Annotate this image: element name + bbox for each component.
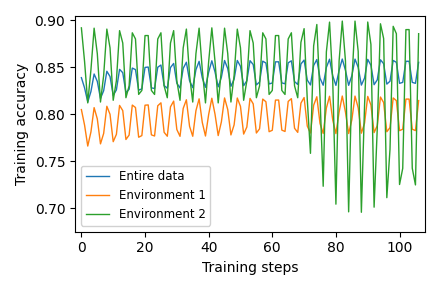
Environment 1 xyxy=(340,94,345,98)
Entire data xyxy=(79,76,84,79)
Entire data xyxy=(184,61,189,64)
Environment 2 xyxy=(352,19,358,23)
Line: Environment 1: Environment 1 xyxy=(81,96,418,146)
Entire data xyxy=(337,69,342,72)
Environment 2 xyxy=(416,32,421,35)
Environment 1 xyxy=(79,108,84,111)
Environment 2 xyxy=(317,95,323,99)
Environment 2 xyxy=(400,166,405,170)
Environment 2 xyxy=(180,46,186,50)
Environment 2 xyxy=(359,211,364,214)
Environment 1 xyxy=(356,106,361,110)
Environment 1 xyxy=(337,110,342,114)
Environment 2 xyxy=(340,19,345,23)
Environment 1 xyxy=(400,128,405,131)
Environment 2 xyxy=(333,202,338,206)
Environment 1 xyxy=(184,98,189,102)
Entire data xyxy=(416,61,421,64)
X-axis label: Training steps: Training steps xyxy=(202,261,298,275)
Entire data xyxy=(85,100,90,104)
Line: Environment 2: Environment 2 xyxy=(81,21,418,212)
Entire data xyxy=(340,57,345,61)
Environment 2 xyxy=(384,196,389,200)
Environment 1 xyxy=(321,132,326,135)
Line: Entire data: Entire data xyxy=(81,59,418,102)
Environment 1 xyxy=(384,130,389,133)
Environment 2 xyxy=(79,26,84,30)
Entire data xyxy=(384,82,389,86)
Entire data xyxy=(400,81,405,84)
Y-axis label: Training accuracy: Training accuracy xyxy=(15,63,29,185)
Environment 1 xyxy=(85,144,90,148)
Entire data xyxy=(356,66,361,69)
Environment 1 xyxy=(416,99,421,102)
Legend: Entire data, Environment 1, Environment 2: Entire data, Environment 1, Environment … xyxy=(81,166,210,226)
Entire data xyxy=(321,84,326,87)
